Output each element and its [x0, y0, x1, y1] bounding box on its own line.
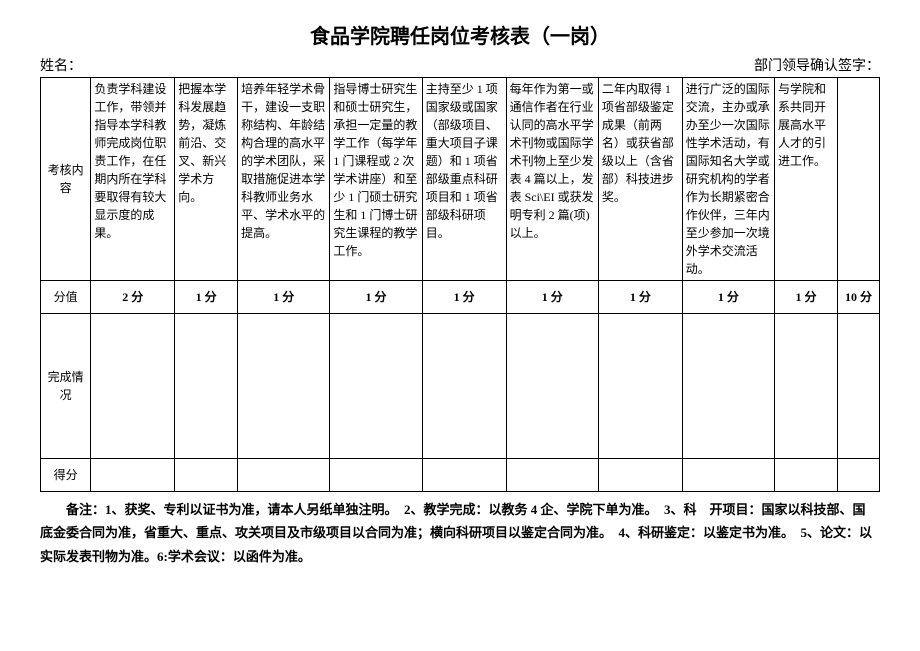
row-label: 得分: [41, 459, 91, 492]
get-cell: [422, 459, 506, 492]
content-cell: 指导博士研究生和硕士研究生，承担一定量的教学工作（每学年 1 门课程或 2 次学…: [330, 78, 422, 281]
status-cell: [775, 314, 838, 459]
get-cell: [506, 459, 598, 492]
content-cell: 负责学科建设工作，带领并指导本学科教师完成岗位职责工作，在任期内所在学科要取得有…: [91, 78, 175, 281]
assessment-table: 考核内容 负责学科建设工作，带领并指导本学科教师完成岗位职责工作，在任期内所在学…: [40, 77, 880, 492]
score-cell: 1 分: [775, 281, 838, 314]
name-label: 姓名：: [40, 55, 82, 75]
score-cell: 1 分: [598, 281, 682, 314]
score-cell: 1 分: [506, 281, 598, 314]
get-cell: [175, 459, 238, 492]
header-row: 姓名： 部门领导确认签字：: [40, 55, 880, 75]
leader-label: 部门领导确认签字：: [754, 55, 880, 75]
page-title: 食品学院聘任岗位考核表（一岗）: [40, 20, 880, 49]
score-cell: 1 分: [422, 281, 506, 314]
status-cell: [238, 314, 330, 459]
content-cell: 进行广泛的国际交流，主办或承办至少一次国际性学术活动，有国际知名大学或研究机构的…: [682, 78, 774, 281]
score-cell: 2 分: [91, 281, 175, 314]
content-cell: 每年作为第一或通信作者在行业认同的高水平学术刊物或国际学术刊物上至少发表 4 篇…: [506, 78, 598, 281]
score-cell: 1 分: [175, 281, 238, 314]
content-cell: [837, 78, 879, 281]
score-cell: 1 分: [238, 281, 330, 314]
get-cell: [238, 459, 330, 492]
table-row: 分值 2 分 1 分 1 分 1 分 1 分 1 分 1 分 1 分 1 分 1…: [41, 281, 880, 314]
score-cell: 1 分: [682, 281, 774, 314]
get-cell: [837, 459, 879, 492]
notes-text: 备注：1、获奖、专利以证书为准，请本人另纸单独注明。 2、教学完成：以教务 4 …: [40, 498, 880, 568]
row-label: 考核内容: [41, 78, 91, 281]
row-label: 分值: [41, 281, 91, 314]
content-cell: 主持至少 1 项国家级或国家（部级项目、重大项目子课题）和 1 项省部级重点科研…: [422, 78, 506, 281]
status-cell: [506, 314, 598, 459]
status-cell: [175, 314, 238, 459]
content-cell: 二年内取得 1 项省部级鉴定成果（前两名）或获省部级以上（含省部）科技进步奖。: [598, 78, 682, 281]
content-cell: 把握本学科发展趋势，凝炼前沿、交叉、新兴学术方向。: [175, 78, 238, 281]
total-score-cell: 10 分: [837, 281, 879, 314]
status-cell: [91, 314, 175, 459]
get-cell: [91, 459, 175, 492]
table-row: 得分: [41, 459, 880, 492]
status-cell: [422, 314, 506, 459]
content-cell: 培养年轻学术骨干，建设一支职称结构、年龄结构合理的高水平的学术团队，采取措施促进…: [238, 78, 330, 281]
status-cell: [837, 314, 879, 459]
status-cell: [682, 314, 774, 459]
status-cell: [330, 314, 422, 459]
row-label: 完成情况: [41, 314, 91, 459]
content-cell: 与学院和系共同开展高水平人才的引进工作。: [775, 78, 838, 281]
score-cell: 1 分: [330, 281, 422, 314]
get-cell: [598, 459, 682, 492]
get-cell: [775, 459, 838, 492]
table-row: 完成情况: [41, 314, 880, 459]
table-row: 考核内容 负责学科建设工作，带领并指导本学科教师完成岗位职责工作，在任期内所在学…: [41, 78, 880, 281]
get-cell: [682, 459, 774, 492]
status-cell: [598, 314, 682, 459]
get-cell: [330, 459, 422, 492]
